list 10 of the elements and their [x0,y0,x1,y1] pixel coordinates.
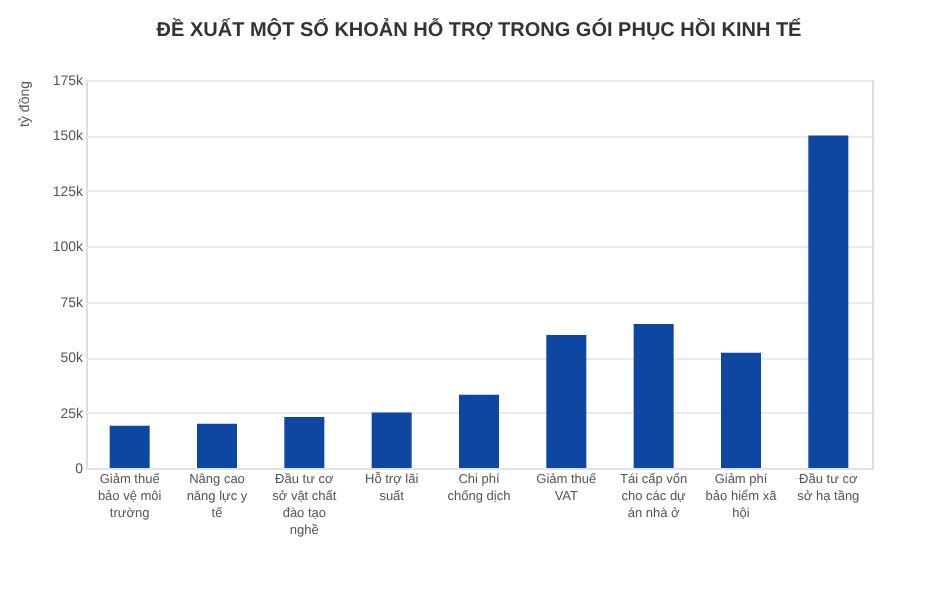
bar [546,334,587,468]
bar [197,423,237,468]
bar [371,412,412,468]
bar [109,425,150,468]
bar [284,417,325,468]
chart-title: ĐỀ XUẤT MỘT SỐ KHOẢN HỖ TRỢ TRONG GÓI PHỤC HỒI KINH TẾ [156,18,803,42]
bar [721,352,761,468]
bar [633,323,674,468]
bar [459,394,499,468]
bar [808,135,849,468]
